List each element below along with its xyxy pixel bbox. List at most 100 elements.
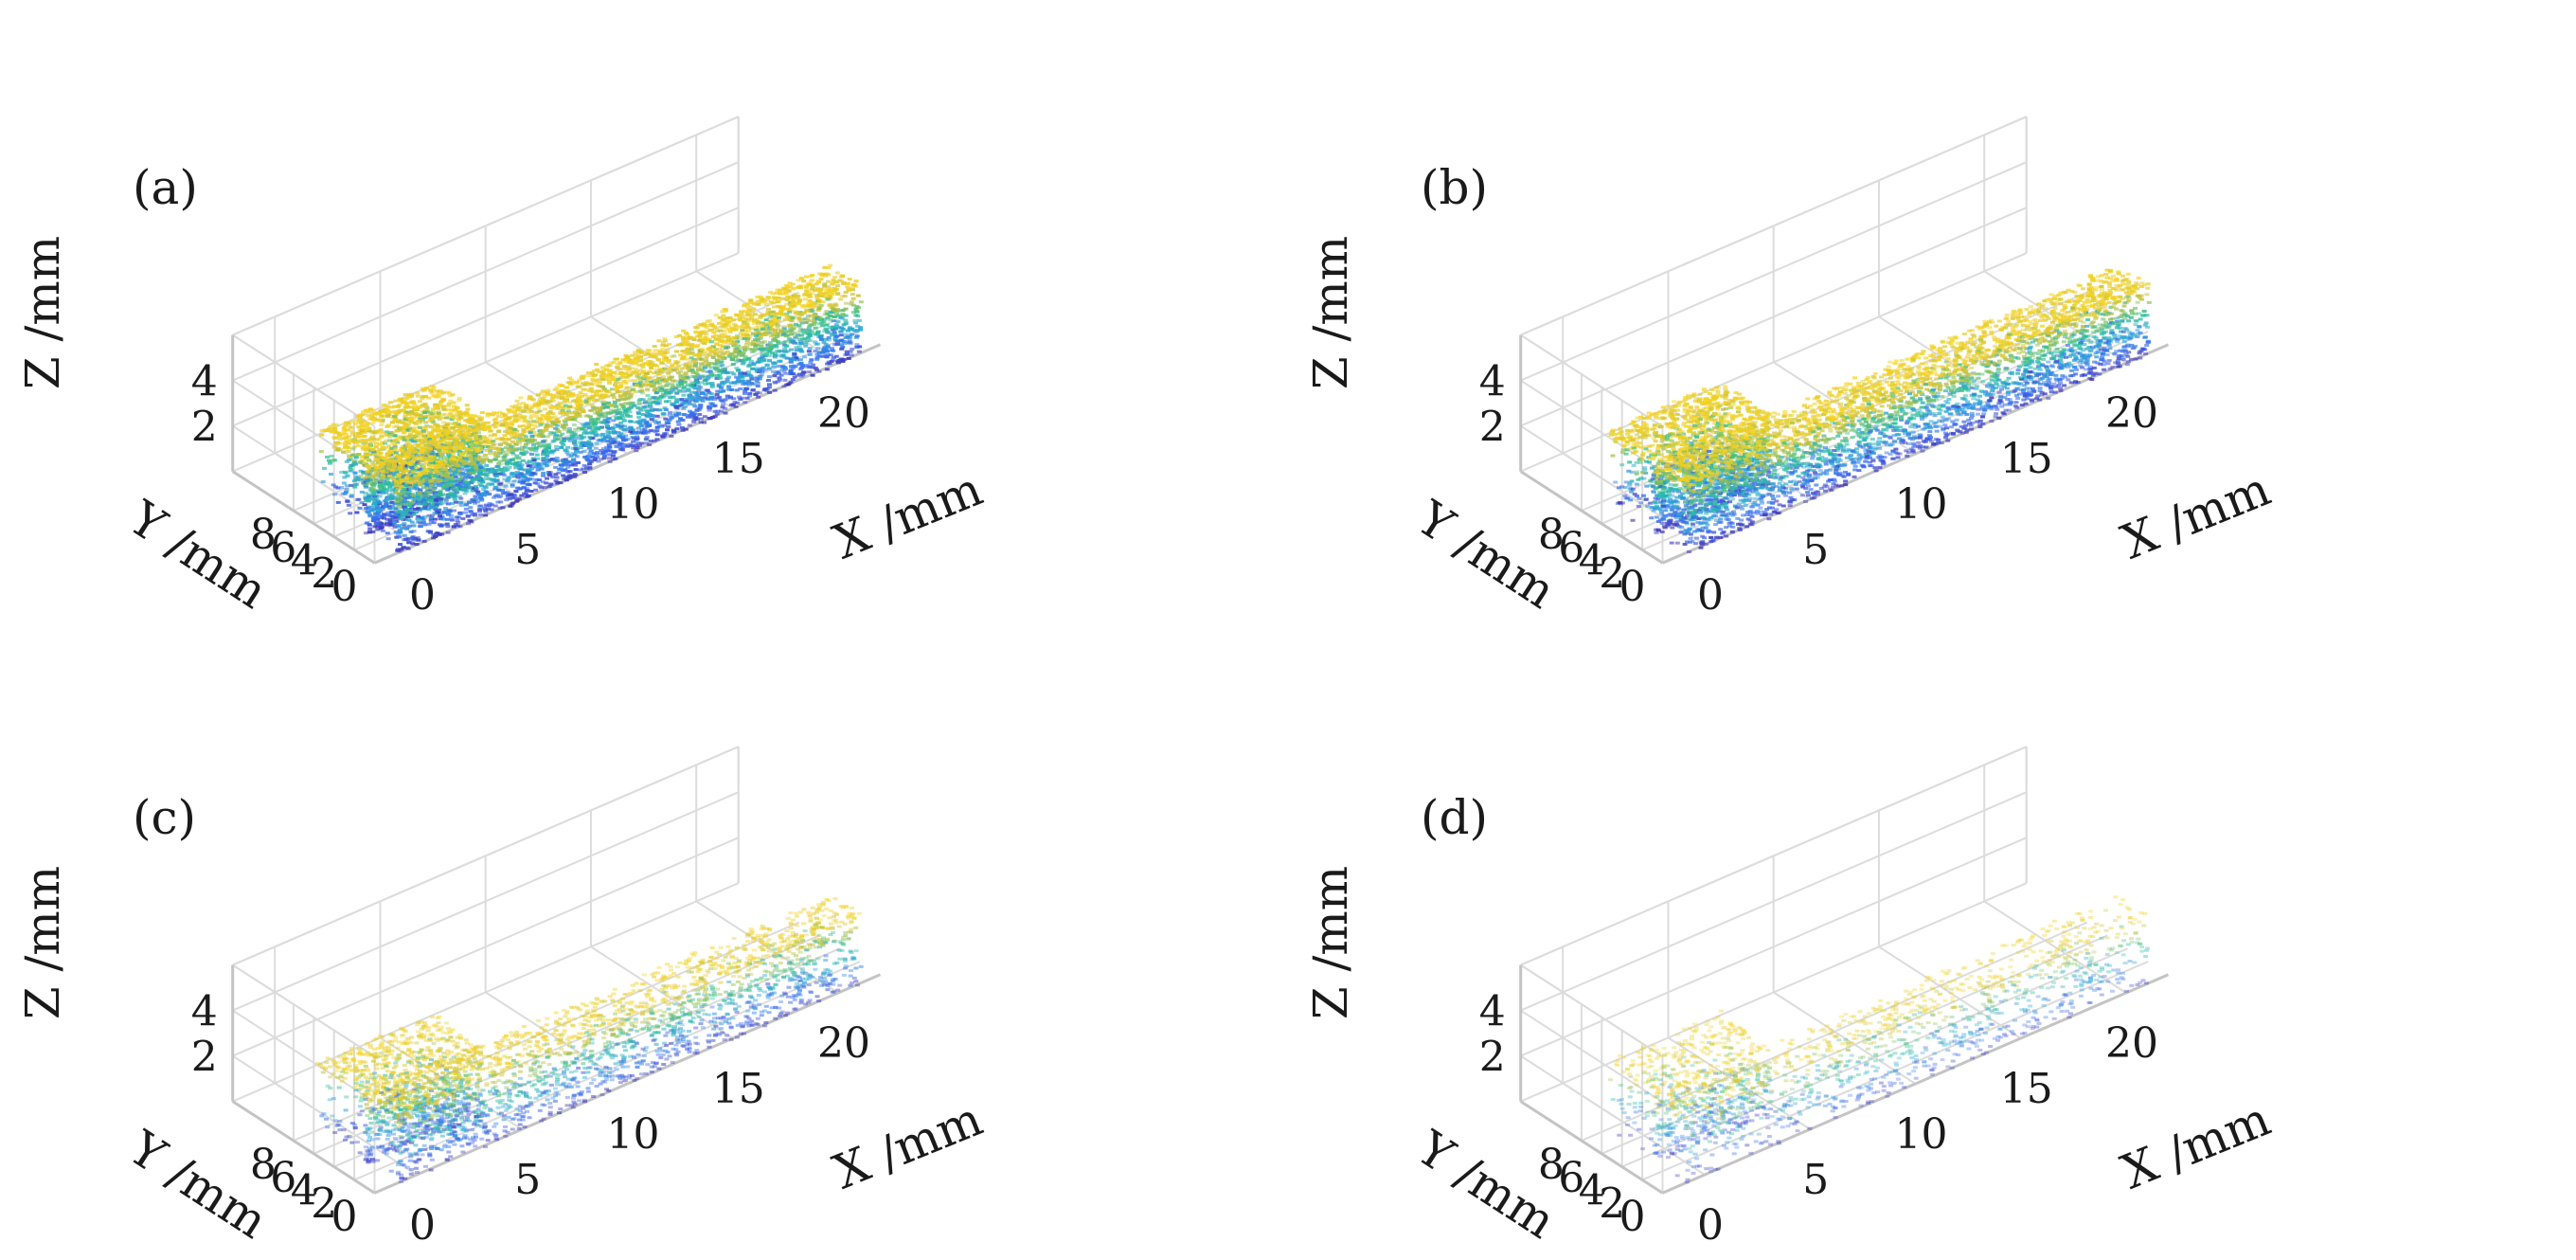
data-point xyxy=(344,459,349,463)
data-point xyxy=(601,457,607,460)
data-point xyxy=(356,425,362,429)
data-point xyxy=(457,495,462,498)
data-point xyxy=(411,429,417,433)
data-point xyxy=(457,456,463,459)
data-point xyxy=(742,389,748,393)
data-point xyxy=(834,271,840,275)
data-point xyxy=(756,370,761,373)
data-point xyxy=(814,315,820,319)
data-point xyxy=(360,413,366,417)
data-point xyxy=(644,436,650,440)
data-point xyxy=(697,331,703,334)
data-point xyxy=(363,448,368,451)
data-point xyxy=(550,412,556,416)
data-point xyxy=(648,440,653,442)
data-point xyxy=(722,333,727,336)
data-point xyxy=(467,444,473,448)
data-point xyxy=(771,322,777,326)
data-point xyxy=(440,405,446,408)
data-point xyxy=(823,337,829,341)
data-point xyxy=(662,351,668,354)
data-point xyxy=(717,395,723,399)
data-point xyxy=(582,456,588,459)
data-point xyxy=(642,401,648,405)
data-point xyxy=(628,401,634,405)
data-point xyxy=(708,366,714,369)
data-point xyxy=(797,330,803,333)
data-point xyxy=(740,346,745,350)
data-point xyxy=(533,449,539,453)
data-point xyxy=(485,421,491,424)
data-point xyxy=(416,506,421,510)
data-point xyxy=(369,412,375,416)
data-point xyxy=(559,445,564,449)
data-point xyxy=(416,455,421,459)
data-point xyxy=(444,522,450,526)
data-point xyxy=(476,475,482,477)
data-point xyxy=(645,387,651,391)
data-point xyxy=(379,526,385,529)
data-point xyxy=(476,437,482,441)
y-axis-line xyxy=(231,470,376,565)
data-point xyxy=(392,506,398,510)
data-point xyxy=(427,424,433,428)
data-point xyxy=(381,491,386,495)
data-point xyxy=(410,470,416,474)
data-point xyxy=(645,410,651,414)
data-point xyxy=(802,317,808,321)
data-point xyxy=(519,451,525,455)
data-point xyxy=(835,284,841,288)
data-point xyxy=(588,383,594,387)
data-point xyxy=(441,390,447,394)
data-point xyxy=(401,471,406,475)
data-point xyxy=(620,358,626,362)
data-point xyxy=(742,303,748,306)
data-point xyxy=(423,490,429,494)
data-point xyxy=(788,365,794,369)
data-point xyxy=(745,341,751,344)
data-point xyxy=(363,441,368,444)
data-point xyxy=(565,389,571,393)
data-point xyxy=(541,474,546,477)
data-point xyxy=(522,492,527,495)
data-point xyxy=(668,367,673,370)
data-point xyxy=(537,444,543,448)
data-point xyxy=(620,417,626,420)
data-point xyxy=(384,439,389,442)
data-point xyxy=(785,295,791,298)
data-point xyxy=(463,440,469,443)
data-point xyxy=(707,405,712,408)
data-point xyxy=(512,411,517,415)
data-point xyxy=(416,443,421,447)
data-point xyxy=(385,408,390,412)
data-point xyxy=(456,478,462,482)
data-point xyxy=(445,525,451,529)
data-point xyxy=(832,287,837,290)
data-point xyxy=(370,494,376,497)
data-point xyxy=(445,429,451,433)
data-point xyxy=(826,279,831,283)
data-point xyxy=(790,282,796,286)
data-point xyxy=(564,451,570,455)
data-point xyxy=(778,292,783,296)
data-point xyxy=(468,414,474,417)
data-point xyxy=(814,282,819,286)
data-point xyxy=(424,446,430,450)
data-point xyxy=(643,438,649,441)
data-point xyxy=(597,452,602,456)
data-point xyxy=(385,471,391,474)
data-point xyxy=(399,484,403,488)
data-point xyxy=(816,351,822,354)
data-point xyxy=(574,455,580,459)
data-point xyxy=(639,388,645,392)
data-point xyxy=(669,434,674,438)
data-point xyxy=(351,445,357,449)
data-point xyxy=(647,369,653,373)
data-point xyxy=(365,474,370,477)
data-point xyxy=(582,429,588,432)
data-point xyxy=(402,422,408,425)
data-point xyxy=(437,459,442,463)
data-point xyxy=(400,491,405,495)
data-point xyxy=(427,502,433,506)
data-point xyxy=(833,304,839,308)
